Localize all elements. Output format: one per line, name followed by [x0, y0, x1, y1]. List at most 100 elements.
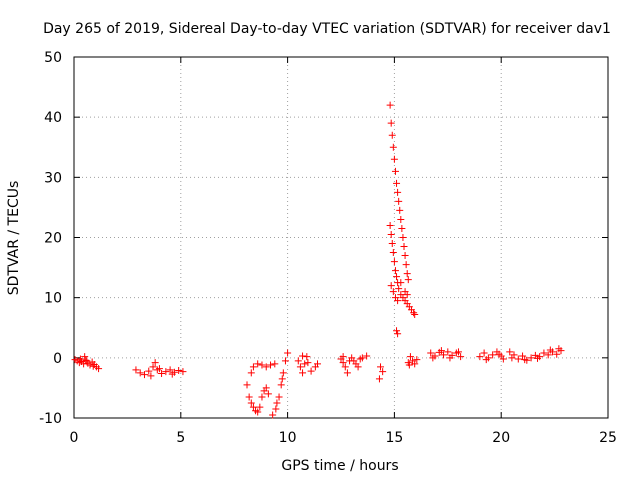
data-point	[495, 350, 503, 358]
data-point	[339, 359, 347, 367]
data-point	[389, 143, 397, 151]
data-point	[155, 365, 163, 373]
data-point	[555, 345, 563, 353]
x-tick-label: 15	[385, 430, 403, 446]
data-point	[379, 368, 387, 376]
data-point	[506, 348, 514, 356]
data-point	[546, 346, 554, 354]
data-point	[402, 261, 410, 269]
data-point	[264, 390, 272, 398]
data-point	[249, 363, 257, 371]
data-point	[179, 368, 187, 376]
data-point	[258, 361, 266, 369]
data-point	[427, 349, 435, 357]
data-point	[489, 351, 497, 359]
data-point	[396, 206, 404, 214]
data-point	[294, 357, 302, 365]
data-point	[534, 354, 542, 362]
data-point	[437, 347, 445, 355]
data-point	[403, 291, 411, 299]
data-point	[140, 371, 148, 379]
data-point	[410, 309, 418, 317]
data-point	[301, 360, 309, 368]
y-tick-label: -10	[39, 411, 62, 427]
data-point	[521, 356, 529, 364]
data-point	[394, 330, 402, 338]
data-point	[80, 360, 88, 368]
data-point	[269, 411, 277, 419]
x-axis-label: GPS time / hours	[281, 458, 398, 474]
data-point	[149, 363, 157, 371]
data-point	[388, 240, 396, 248]
data-point	[386, 221, 394, 229]
data-point	[375, 375, 383, 383]
data-point	[405, 361, 413, 369]
data-point	[394, 297, 402, 305]
data-point	[145, 367, 153, 375]
data-point	[480, 349, 488, 357]
data-point	[398, 224, 406, 232]
data-point	[175, 366, 183, 374]
data-point	[393, 327, 401, 335]
data-point	[404, 276, 412, 284]
data-point	[514, 355, 522, 363]
data-point	[168, 370, 176, 378]
data-points	[71, 101, 565, 419]
data-point	[278, 375, 286, 383]
data-point	[267, 361, 275, 369]
data-point	[279, 369, 287, 377]
data-point	[136, 369, 144, 377]
data-point	[403, 270, 411, 278]
data-point	[394, 188, 402, 196]
data-point	[299, 369, 307, 377]
x-tick-label: 25	[599, 430, 617, 446]
y-tick-label: 50	[44, 50, 62, 66]
data-point	[277, 381, 285, 389]
data-point	[429, 354, 437, 362]
data-point	[444, 348, 452, 356]
data-point	[304, 359, 312, 367]
data-point	[258, 393, 266, 401]
data-point	[540, 349, 548, 357]
data-point	[271, 360, 279, 368]
data-point	[249, 403, 257, 411]
data-point	[303, 353, 311, 361]
data-point	[247, 399, 255, 407]
x-tick-label: 10	[279, 430, 297, 446]
chart-title: Day 265 of 2019, Sidereal Day-to-day VTE…	[43, 21, 611, 37]
data-point	[476, 353, 484, 361]
y-axis-label: SDTVAR / TECUs	[6, 181, 22, 296]
data-point	[446, 354, 454, 362]
data-point	[440, 351, 448, 359]
x-tick-label: 0	[70, 430, 79, 446]
data-point	[454, 348, 462, 356]
data-point	[162, 368, 170, 376]
data-point	[284, 349, 292, 357]
data-point	[299, 352, 307, 360]
x-tick-label: 5	[176, 430, 185, 446]
data-point	[393, 273, 401, 281]
data-point	[413, 356, 421, 364]
data-point	[390, 155, 398, 163]
data-point	[397, 279, 405, 287]
data-point	[400, 243, 408, 251]
data-point	[81, 353, 89, 361]
data-point	[393, 179, 401, 187]
data-point	[508, 354, 516, 362]
data-point	[296, 363, 304, 371]
data-point	[343, 369, 351, 377]
data-point	[457, 353, 465, 361]
data-point	[247, 369, 255, 377]
data-point	[389, 288, 397, 296]
data-point	[158, 369, 166, 377]
data-point	[399, 234, 407, 241]
data-point	[151, 359, 159, 367]
data-point	[166, 366, 174, 374]
data-point	[354, 363, 362, 371]
data-point	[519, 352, 527, 360]
data-point	[356, 355, 364, 363]
data-point	[544, 351, 552, 359]
data-point	[395, 197, 403, 205]
data-point	[83, 357, 91, 365]
grid-lines	[74, 57, 608, 418]
